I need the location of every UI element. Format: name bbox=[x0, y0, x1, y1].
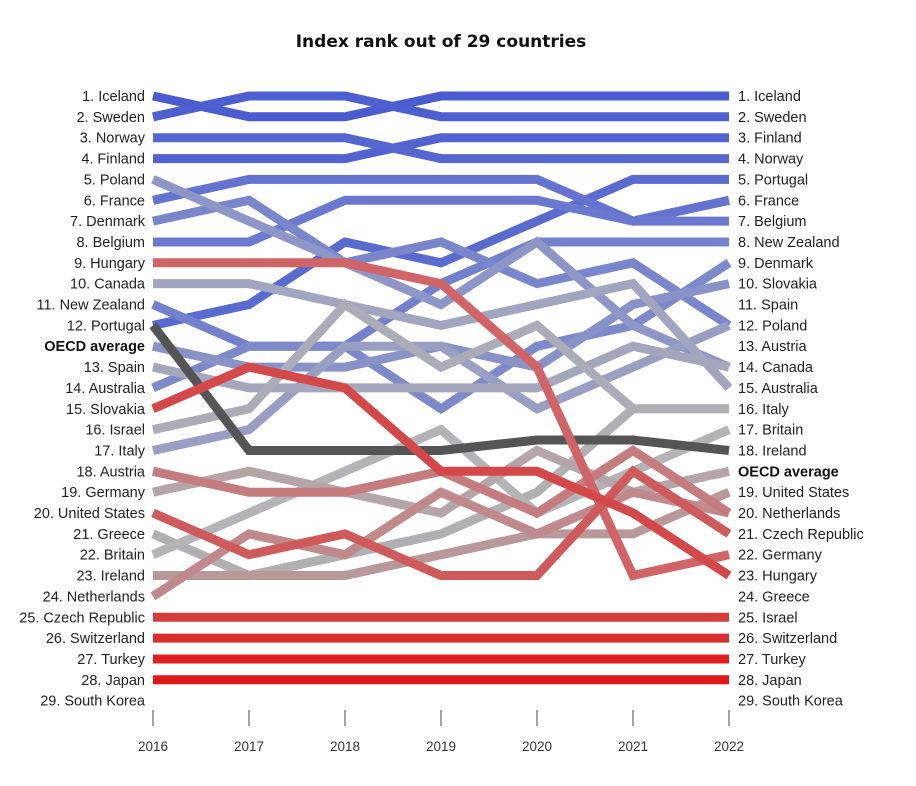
left-label: 2. Sweden bbox=[76, 110, 145, 126]
right-label: 13. Austria bbox=[738, 339, 807, 355]
right-label: 7. Belgium bbox=[738, 214, 807, 230]
right-label: 23. Hungary bbox=[738, 569, 818, 585]
left-label: 21. Greece bbox=[73, 527, 145, 543]
right-label: 10. Slovakia bbox=[738, 277, 818, 293]
series-line-denmark bbox=[152, 195, 732, 330]
right-label: 22. Germany bbox=[738, 548, 823, 564]
right-label: 12. Poland bbox=[738, 318, 807, 334]
right-label: 17. Britain bbox=[738, 423, 803, 439]
left-label: 24. Netherlands bbox=[43, 589, 145, 605]
left-label: 7. Denmark bbox=[70, 214, 146, 230]
right-label: 5. Portugal bbox=[738, 172, 808, 188]
left-label: 8. Belgium bbox=[76, 235, 145, 251]
series-line-poland bbox=[151, 175, 731, 372]
series-line-sweden bbox=[152, 91, 729, 122]
left-label: 12. Portugal bbox=[67, 318, 145, 334]
left-label: 23. Ireland bbox=[76, 569, 145, 585]
series-lines bbox=[149, 91, 733, 685]
left-label: 20. United States bbox=[34, 506, 145, 522]
left-label: 15. Slovakia bbox=[66, 402, 146, 418]
left-label: 19. Germany bbox=[61, 485, 146, 501]
right-label: 18. Ireland bbox=[738, 444, 807, 460]
x-tick-label: 2022 bbox=[714, 739, 744, 754]
right-label: 14. Canada bbox=[738, 360, 814, 376]
left-label: 6. France bbox=[84, 193, 145, 209]
right-label: OECD average bbox=[738, 464, 839, 480]
series-line-austria bbox=[152, 321, 731, 455]
right-label: 29. South Korea bbox=[738, 694, 844, 710]
right-label: 28. Japan bbox=[738, 673, 802, 689]
series-line-australia bbox=[152, 341, 730, 393]
series-line-hungary bbox=[153, 258, 730, 581]
series-line-czech-republic bbox=[150, 487, 730, 601]
right-label: 6. France bbox=[738, 193, 799, 209]
right-label: 1. Iceland bbox=[738, 89, 801, 105]
right-label: 24. Greece bbox=[738, 589, 810, 605]
left-label: 17. Italy bbox=[94, 444, 146, 460]
right-label: 9. Denmark bbox=[738, 256, 814, 272]
right-label: 20. Netherlands bbox=[738, 506, 840, 522]
series-line-israel bbox=[151, 362, 732, 580]
left-label: 27. Turkey bbox=[77, 652, 145, 668]
left-label: 5. Poland bbox=[84, 172, 145, 188]
x-tick-label: 2016 bbox=[138, 739, 168, 754]
left-label: 28. Japan bbox=[81, 673, 145, 689]
right-label: 26. Switzerland bbox=[738, 631, 837, 647]
left-label: 11. New Zealand bbox=[36, 298, 145, 314]
x-tick-label: 2018 bbox=[330, 739, 360, 754]
series-line-finland bbox=[153, 133, 729, 164]
left-label: OECD average bbox=[44, 339, 145, 355]
right-label: 3. Finland bbox=[738, 131, 802, 147]
left-label: 9. Hungary bbox=[74, 256, 146, 272]
left-label: 3. Norway bbox=[80, 131, 146, 147]
right-label: 21. Czech Republic bbox=[738, 527, 864, 543]
right-rank-labels: 1. Iceland 2. Sweden 3. Finland 4. Norway 5.… bbox=[738, 89, 864, 710]
left-label: 22. Britain bbox=[80, 548, 145, 564]
right-label: 8. New Zealand bbox=[738, 235, 840, 251]
right-label: 25. Israel bbox=[738, 610, 798, 626]
series-line-belgium bbox=[153, 195, 729, 247]
x-axis: 2016 2017 2018 2019 2020 2021 2022 bbox=[138, 710, 744, 754]
series-line-iceland bbox=[152, 91, 729, 122]
right-label: 19. United States bbox=[738, 485, 849, 501]
left-label: 4. Finland bbox=[81, 152, 145, 168]
series-line-norway bbox=[153, 133, 729, 164]
series-line-greece bbox=[151, 465, 732, 580]
left-label: 29. South Korea bbox=[40, 694, 146, 710]
right-label: 11. Spain bbox=[738, 298, 798, 314]
right-label: 4. Norway bbox=[738, 152, 804, 168]
series-line-canada bbox=[153, 278, 733, 391]
series-line-netherlands bbox=[153, 488, 731, 580]
right-label: 15. Australia bbox=[738, 381, 819, 397]
series-line-oecd-average bbox=[149, 322, 730, 455]
left-label: 26. Switzerland bbox=[46, 631, 145, 647]
left-rank-labels: 1. Iceland 2. Sweden 3. Norway 4. Finland 5.… bbox=[19, 89, 146, 710]
left-label: 25. Czech Republic bbox=[19, 610, 145, 626]
left-label: 10. Canada bbox=[70, 277, 146, 293]
right-label: 16. Italy bbox=[738, 402, 790, 418]
x-tick-label: 2020 bbox=[522, 739, 552, 754]
right-label: 2. Sweden bbox=[738, 110, 807, 126]
chart-title: Index rank out of 29 countries bbox=[296, 32, 587, 52]
right-label: 27. Turkey bbox=[738, 652, 806, 668]
x-tick-label: 2019 bbox=[426, 739, 456, 754]
left-label: 18. Austria bbox=[76, 464, 145, 480]
series-line-portugal bbox=[152, 174, 729, 330]
x-tick-label: 2021 bbox=[618, 739, 648, 754]
left-label: 16. Israel bbox=[85, 423, 145, 439]
left-label: 14. Australia bbox=[65, 381, 146, 397]
x-tick-label: 2017 bbox=[234, 739, 264, 754]
left-label: 1. Iceland bbox=[82, 89, 145, 105]
left-label: 13. Spain bbox=[84, 360, 145, 376]
